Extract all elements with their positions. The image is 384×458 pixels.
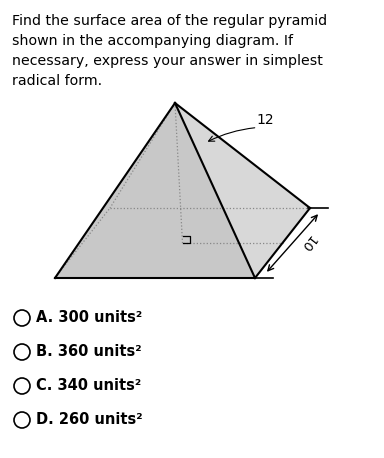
Text: Find the surface area of the regular pyramid: Find the surface area of the regular pyr… <box>12 14 327 28</box>
Text: B. 360 units²: B. 360 units² <box>36 344 142 360</box>
Text: D. 260 units²: D. 260 units² <box>36 413 142 427</box>
Polygon shape <box>55 103 255 278</box>
Text: necessary, express your answer in simplest: necessary, express your answer in simple… <box>12 54 323 68</box>
Text: radical form.: radical form. <box>12 74 102 88</box>
Polygon shape <box>175 103 310 278</box>
Text: C. 340 units²: C. 340 units² <box>36 378 141 393</box>
Text: 12: 12 <box>257 114 274 127</box>
Text: A. 300 units²: A. 300 units² <box>36 311 142 326</box>
Text: 10: 10 <box>296 232 317 254</box>
Text: shown in the accompanying diagram. If: shown in the accompanying diagram. If <box>12 34 293 48</box>
